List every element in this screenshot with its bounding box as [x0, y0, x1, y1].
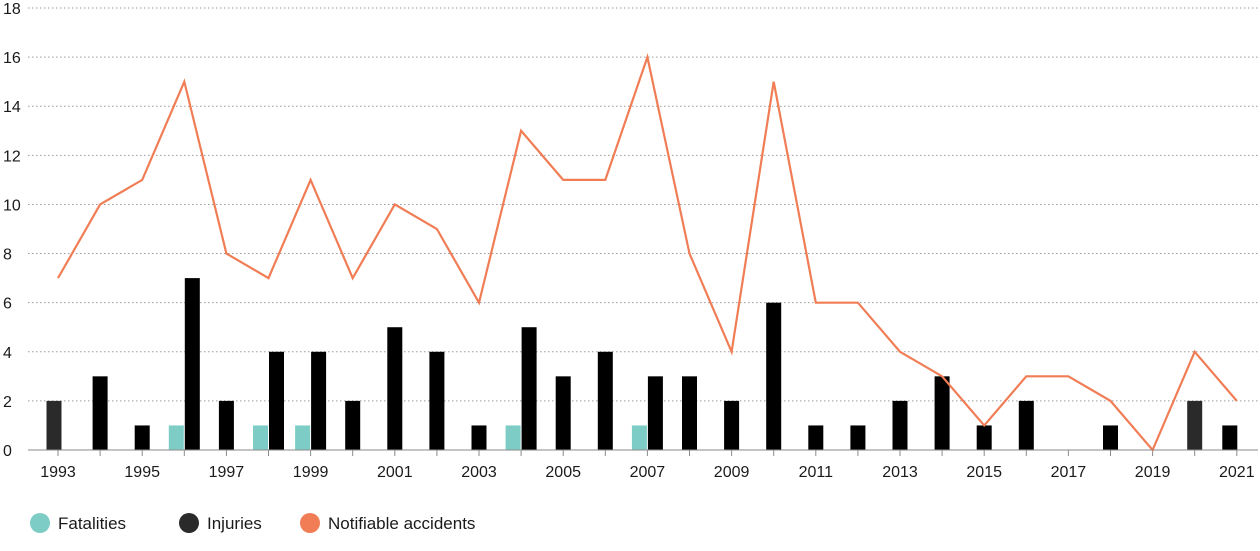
y-tick-label: 10 — [3, 197, 21, 214]
legend-label-injuries: Injuries — [207, 514, 262, 533]
bar-injuries — [429, 351, 445, 450]
gridlines — [28, 7, 1258, 402]
bar-injuries — [311, 351, 327, 450]
bar-injuries — [1103, 425, 1118, 450]
y-tick-label: 6 — [3, 296, 12, 313]
bar-injuries — [682, 376, 697, 450]
bar-fatalities — [505, 425, 521, 450]
x-tick-label: 2007 — [630, 464, 666, 481]
x-tick-label: 2017 — [1051, 464, 1087, 481]
bar-injuries — [976, 425, 992, 450]
x-tick-label: 1993 — [40, 464, 76, 481]
bar-injuries — [345, 400, 361, 450]
bar-injuries — [134, 425, 150, 450]
x-tick-label: 2011 — [799, 464, 834, 481]
x-tick-label: 1995 — [124, 464, 160, 481]
y-tick-label: 12 — [3, 148, 21, 165]
bar-injuries — [46, 400, 62, 450]
bar-injuries — [555, 376, 571, 450]
bar-injuries — [218, 400, 234, 450]
x-tick-label: 2013 — [882, 464, 918, 481]
legend-label-notifiable-accidents: Notifiable accidents — [328, 514, 475, 533]
x-tick-label: 2015 — [966, 464, 1002, 481]
bar-fatalities — [168, 425, 184, 450]
bar-fatalities — [295, 425, 311, 450]
x-tick-label: 2003 — [461, 464, 497, 481]
bar-injuries — [269, 351, 284, 450]
bar-fatalities — [253, 425, 268, 450]
x-tick-label: 1997 — [209, 464, 245, 481]
y-tick-label: 16 — [3, 50, 21, 67]
legend-item-fatalities: Fatalities — [30, 513, 126, 533]
bar-injuries — [808, 425, 824, 450]
bar-series — [46, 278, 1238, 450]
y-tick-label: 8 — [3, 247, 12, 264]
x-axis-ticks: 1993 1995 1997 1999 2001 2003 2005 2007 2009 2011… — [40, 450, 1255, 481]
legend-item-injuries: Injuries — [179, 513, 262, 533]
legend-swatch-notifiable-accidents — [300, 513, 320, 533]
y-tick-label: 4 — [3, 345, 12, 362]
x-tick-label: 2019 — [1135, 464, 1171, 481]
legend-label-fatalities: Fatalities — [58, 514, 126, 533]
bar-injuries — [597, 351, 613, 450]
bar-injuries — [184, 278, 200, 450]
bar-injuries — [521, 327, 537, 450]
bar-injuries — [892, 400, 908, 450]
bar-injuries — [766, 302, 782, 450]
legend: Fatalities Injuries Notifiable accidents — [30, 513, 475, 533]
y-tick-label: 0 — [3, 443, 12, 460]
bar-injuries — [934, 376, 950, 450]
bar-injuries — [471, 425, 487, 450]
line-series — [57, 53, 1238, 453]
line-notifiable-accidents — [57, 53, 1238, 453]
y-axis-ticks: 0 2 4 6 8 10 12 14 16 18 — [3, 1, 21, 460]
x-tick-label: 1999 — [293, 464, 329, 481]
bar-injuries — [647, 376, 663, 450]
bar-fatalities — [631, 425, 647, 450]
legend-swatch-injuries — [179, 513, 199, 533]
bar-injuries — [1222, 425, 1238, 450]
bar-injuries — [850, 425, 866, 450]
x-tick-label: 2001 — [377, 464, 413, 481]
x-tick-label: 2021 — [1219, 464, 1255, 481]
bar-injuries — [1187, 400, 1203, 450]
legend-item-notifiable-accidents: Notifiable accidents — [300, 513, 475, 533]
bar-injuries — [92, 376, 108, 450]
y-tick-label: 2 — [3, 394, 12, 411]
x-tick-label: 2009 — [714, 464, 750, 481]
bar-injuries — [724, 400, 740, 450]
y-tick-label: 14 — [3, 99, 21, 116]
x-tick-label: 2005 — [545, 464, 581, 481]
bar-injuries — [1018, 400, 1034, 450]
bar-injuries — [387, 327, 403, 450]
y-tick-label: 18 — [3, 1, 21, 18]
legend-swatch-fatalities — [30, 513, 50, 533]
